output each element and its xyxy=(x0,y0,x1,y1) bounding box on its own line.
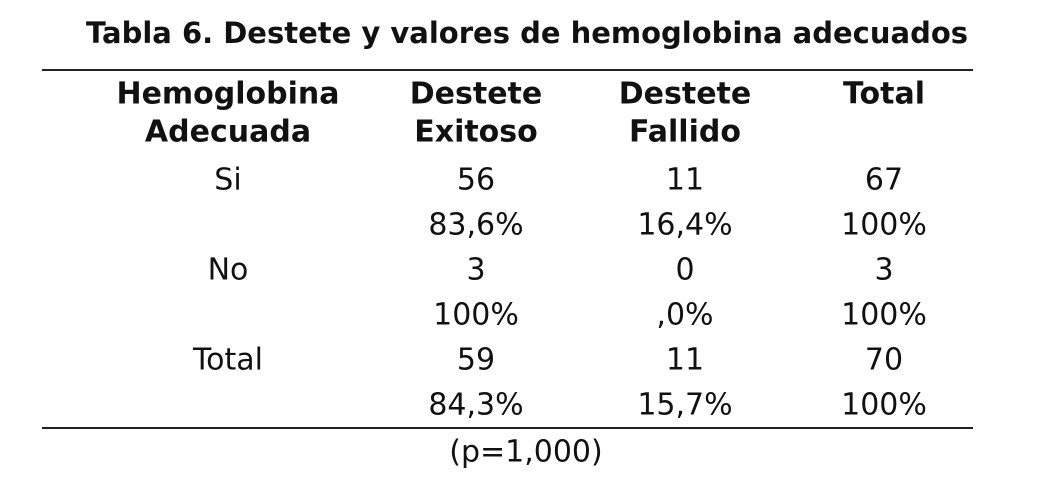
count-cell: 3 xyxy=(466,253,485,288)
count-cell: 11 xyxy=(666,343,704,378)
count-cell: 59 xyxy=(457,343,495,378)
header-cell: Total xyxy=(843,77,925,112)
count-cell: 70 xyxy=(865,343,903,378)
header-cell: Adecuada xyxy=(145,115,311,150)
row-label: No xyxy=(208,253,249,288)
header-cell: Fallido xyxy=(629,115,741,150)
table-title: Tabla 6. Destete y valores de hemoglobin… xyxy=(86,16,968,50)
percent-cell: ,0% xyxy=(656,298,713,333)
header-cell: Exitoso xyxy=(414,115,538,150)
count-cell: 67 xyxy=(865,163,903,198)
count-cell: 3 xyxy=(874,253,893,288)
row-label: Total xyxy=(192,343,263,378)
percent-cell: 83,6% xyxy=(428,208,523,243)
percent-cell: 84,3% xyxy=(428,388,523,423)
header-cell: Destete xyxy=(410,77,542,112)
percent-cell: 15,7% xyxy=(637,388,732,423)
count-cell: 56 xyxy=(457,163,495,198)
percent-cell: 100% xyxy=(841,208,927,243)
percent-cell: 100% xyxy=(841,388,927,423)
header-cell: Destete xyxy=(619,77,751,112)
footnote: (p=1,000) xyxy=(449,435,602,470)
count-cell: 0 xyxy=(675,253,694,288)
percent-cell: 16,4% xyxy=(637,208,732,243)
percent-cell: 100% xyxy=(841,298,927,333)
header-cell: Hemoglobina xyxy=(116,77,339,112)
percent-cell: 100% xyxy=(433,298,519,333)
count-cell: 11 xyxy=(666,163,704,198)
row-label: Si xyxy=(214,163,241,198)
